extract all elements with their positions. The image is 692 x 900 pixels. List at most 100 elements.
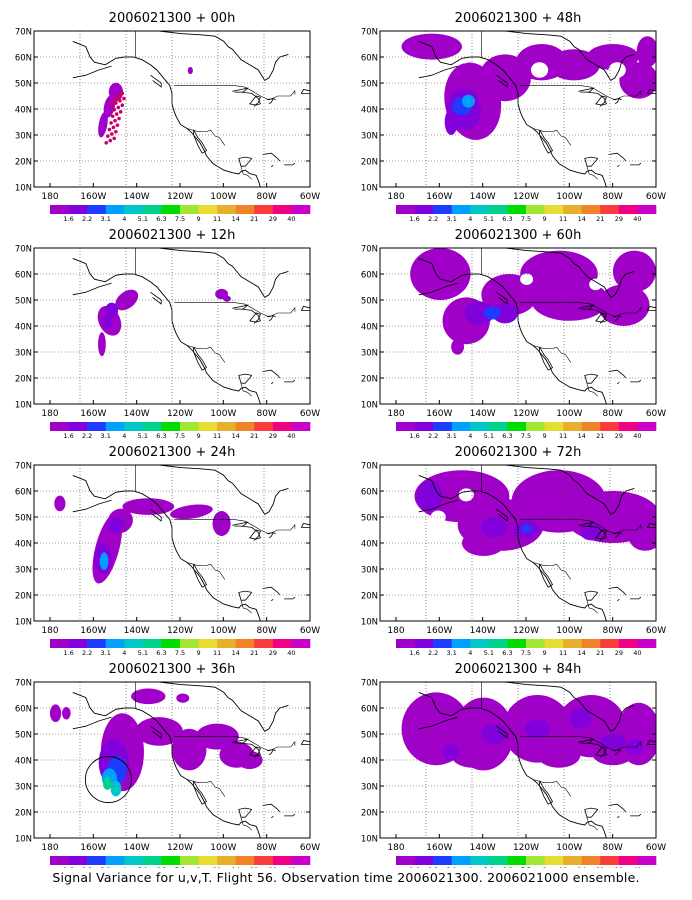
coastline-detail [300,523,310,528]
colorbar-swatch [87,856,107,865]
lon-tick-label: 180 [41,409,58,419]
border-line [520,736,642,752]
variance-contour [612,250,656,293]
colorbar-label: 2.2 [82,649,92,657]
colorbar-label: 40 [287,215,295,223]
lon-tick-label: 60W [646,626,666,636]
colorbar-swatch [105,856,125,865]
coastline-detail [496,74,508,88]
colorbar-swatch [563,639,583,648]
colorbar-swatch [526,422,545,431]
coastline-detail [270,599,274,602]
lat-tick-label: 50N [15,514,32,524]
variance-contour [110,780,122,797]
lon-tick-label: 60W [300,843,320,853]
lat-tick-label: 50N [15,80,32,90]
colorbar-label: 11 [559,432,567,440]
coastline-detail [584,156,599,167]
coastline-detail [193,563,208,588]
colorbar-label: 1.6 [409,649,419,657]
lat-tick-label: 20N [361,375,378,385]
border-line [174,519,296,535]
coastline-detail [284,162,296,166]
colorbar-label: 2.2 [428,215,438,223]
colorbar-label: 4 [122,866,126,868]
coastline-detail [584,590,599,601]
lon-tick-label: 180 [387,409,404,419]
lat-tick-label: 40N [15,757,32,767]
colorbar-swatch [544,639,564,648]
border-line [174,85,296,101]
variance-contour [587,44,639,70]
coastline-detail [238,373,253,384]
lon-tick-label: 60W [646,409,666,419]
variance-contour [627,519,656,551]
coastline-detail [300,306,310,311]
observation-point [104,141,109,145]
colorbar-label: 40 [633,649,641,657]
colorbar-label: 2.2 [428,649,438,657]
colorbar-label: 7.5 [521,649,531,657]
lon-tick-label: 160W [426,192,452,202]
lat-tick-label: 60N [361,705,378,715]
lon-tick-label: 80W [602,409,622,419]
colorbar-label: 3.1 [447,649,457,657]
lon-tick-label: 160W [426,626,452,636]
coastline-detail [646,523,656,528]
variance-contour [223,295,231,302]
coastline-detail [584,807,599,818]
colorbar-swatch [637,422,657,431]
panel-title: 2006021300 + 84h [455,662,582,677]
lat-tick-label: 60N [15,271,32,281]
colorbar-label: 5.1 [484,866,494,868]
coastline-detail [418,65,458,79]
coastline-detail [270,816,274,819]
lat-tick-label: 40N [15,323,32,333]
lon-tick-label: 80W [256,192,276,202]
colorbar-label: 14 [578,649,586,657]
colorbar-swatch [272,422,292,431]
lat-tick-label: 40N [361,540,378,550]
coastline [72,691,261,838]
lat-tick-label: 50N [361,514,378,524]
colorbar-label: 5.1 [138,866,148,868]
coastline-detail [268,315,274,322]
variance-contour [115,289,139,311]
lon-tick-label: 80W [602,626,622,636]
colorbar-swatch [142,422,162,431]
panel-title: 2006021300 + 24h [109,445,236,460]
coastline-detail [595,529,607,541]
colorbar-label: 1.6 [63,866,73,868]
colorbar-swatch [124,205,144,214]
coastline [72,40,261,187]
border-line [240,600,253,614]
colorbar-swatch [563,422,583,431]
coastline-detail [232,304,249,310]
border-line [240,817,253,831]
colorbar-label: 1.6 [409,215,419,223]
colorbar-label: 1.6 [63,432,73,440]
variance-contour [98,332,106,357]
colorbar-label: 29 [269,215,277,223]
colorbar-swatch [161,422,181,431]
colorbar-swatch [618,639,638,648]
colorbar-swatch [470,639,490,648]
lon-tick-label: 140W [124,409,150,419]
colorbar-label: 4 [122,215,126,223]
coastline-detail [418,499,458,513]
coastline-detail [646,740,656,745]
colorbar-swatch [291,639,311,648]
colorbar-swatch [105,205,125,214]
panel-48h: 2006021300 + 48h 10N 20N 30N 40N 50N 60N 70N 180… [361,11,666,223]
variance-contour [599,734,626,750]
colorbar-label: 11 [213,432,221,440]
colorbar-label: 9 [197,215,201,223]
colorbar-label: 21 [250,866,258,868]
colorbar-swatch [544,205,564,214]
lat-tick-label: 20N [361,158,378,168]
border-line [586,383,599,397]
coastline-detail [72,65,112,79]
variance-contour [636,36,656,68]
colorbar-label: 2.2 [82,215,92,223]
lat-tick-label: 60N [15,54,32,64]
